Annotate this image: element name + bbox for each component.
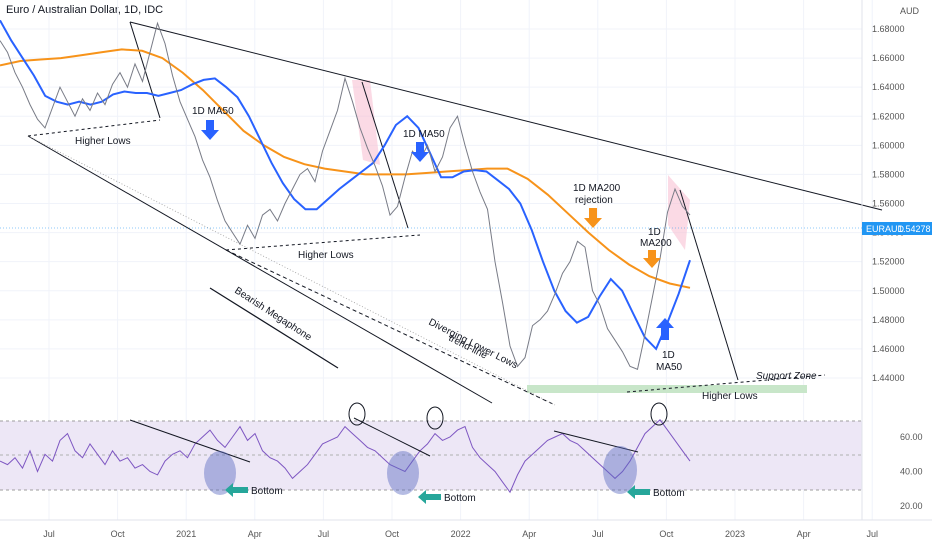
ma50-side-label-1: 1D	[662, 350, 675, 361]
ma200-side-arrow-icon	[643, 250, 661, 268]
time-tick-label: Oct	[111, 529, 126, 539]
bottom-label-2: Bottom	[444, 493, 476, 504]
ma50-label-2: 1D MA50	[403, 129, 445, 140]
higher-lows-label-1: Higher Lows	[75, 136, 131, 147]
support-zone-rect	[527, 385, 807, 393]
ma50-side-label-2: MA50	[656, 362, 683, 373]
lower-megaphone-line	[27, 135, 493, 404]
price-tick-label: 1.46000	[872, 344, 905, 354]
time-tick-label: Jul	[866, 529, 878, 539]
price-tick-label: 1.66000	[872, 53, 905, 63]
last-price-badge-label: 1.54278	[898, 224, 931, 234]
price-tick-label: 1.48000	[872, 315, 905, 325]
ma50-arrow-icon-1	[201, 120, 219, 140]
diverging-lower-lows-line	[225, 249, 556, 406]
rsi-bottom-circle-3	[603, 446, 637, 494]
price-tick-label: 1.68000	[872, 24, 905, 34]
time-axis[interactable]: Jul Oct 2021 Apr Jul Oct 2022 Apr Jul Oct 2023 Apr J…	[43, 529, 878, 539]
higher-lows-label-2: Higher Lows	[298, 250, 354, 261]
upper-megaphone-line	[129, 21, 883, 211]
support-zone-label: Support Zone	[756, 371, 817, 382]
price-tick-label: 1.60000	[872, 140, 905, 150]
rsi-tick-label: 60.00	[900, 432, 923, 442]
time-tick-label: Jul	[592, 529, 604, 539]
rsi-bottom-circle-1	[204, 451, 236, 495]
bottom-arrow-icon-3	[627, 485, 650, 499]
higher-lows-label-3: Higher Lows	[702, 391, 758, 402]
price-tick-label: 1.62000	[872, 111, 905, 121]
bottom-arrow-icon-1	[225, 483, 248, 497]
ma50-up-arrow-icon	[656, 318, 674, 340]
time-tick-label: 2022	[451, 529, 471, 539]
symbol-badge-label: EURAUD	[866, 224, 905, 234]
currency-label: AUD	[900, 6, 920, 16]
price-tick-label: 1.56000	[872, 199, 905, 209]
rsi-tick-label: 40.00	[900, 467, 923, 477]
rsi-band	[0, 421, 862, 490]
ma50-series-line	[0, 19, 691, 351]
higher-lows-line-2	[225, 234, 421, 251]
time-tick-label: Oct	[385, 529, 400, 539]
price-tick-label: 1.52000	[872, 257, 905, 267]
bottom-arrow-icon-2	[418, 490, 441, 504]
bearish-megaphone-label: Bearish Megaphone	[232, 285, 313, 343]
higher-lows-line-1	[27, 119, 161, 137]
rsi-series-line	[0, 419, 691, 494]
ma200-side-label-1: 1D	[648, 227, 661, 238]
rsi-top-circle-3	[650, 402, 668, 426]
ma200-rejection-label-1: 1D MA200	[573, 183, 621, 194]
ma50-arrow-icon-2	[411, 142, 429, 162]
pink-channel-1	[352, 80, 380, 165]
time-tick-label: Apr	[248, 529, 262, 539]
price-tick-label: 1.58000	[872, 169, 905, 179]
projection-arrow-2	[361, 81, 409, 229]
time-tick-label: 2023	[725, 529, 745, 539]
price-tick-label: 1.44000	[872, 373, 905, 383]
projection-arrow-3	[679, 189, 739, 381]
price-series-line	[0, 21, 691, 370]
rsi-bottom-circle-2	[387, 451, 419, 495]
dotted-trend-line	[27, 135, 556, 406]
ma50-label-1: 1D MA50	[192, 106, 234, 117]
chart-title: Euro / Australian Dollar, 1D, IDC	[6, 4, 164, 16]
bottom-label-3: Bottom	[653, 488, 685, 499]
time-tick-label: Jul	[43, 529, 55, 539]
rsi-top-circle-2	[426, 406, 444, 430]
price-tick-label: 1.64000	[872, 82, 905, 92]
rsi-divergence-line-1	[129, 419, 251, 463]
price-badge	[862, 222, 932, 235]
ma200-rejection-arrow-icon	[584, 208, 602, 228]
rsi-top-circle-1	[348, 402, 366, 426]
time-tick-label: Apr	[522, 529, 536, 539]
ma200-rejection-label-2: rejection	[575, 195, 613, 206]
time-tick-label: Oct	[659, 529, 674, 539]
time-tick-label: Apr	[797, 529, 811, 539]
rsi-divergence-line-2	[353, 417, 431, 457]
rsi-tick-label: 20.00	[900, 501, 923, 511]
time-tick-label: Jul	[318, 529, 330, 539]
ma200-side-label-2: MA200	[640, 238, 672, 249]
price-axis[interactable]: 1.68000 1.66000 1.64000 1.62000 1.60000 1.580…	[872, 24, 905, 383]
megaphone-direction-arrow	[209, 287, 339, 369]
bottom-label-1: Bottom	[251, 486, 283, 497]
price-tick-label: 1.50000	[872, 286, 905, 296]
time-tick-label: 2021	[176, 529, 196, 539]
rsi-axis[interactable]: 60.00 40.00 20.00	[900, 432, 923, 511]
ma200-series-line	[0, 48, 691, 289]
rsi-divergence-line-3	[553, 430, 639, 453]
